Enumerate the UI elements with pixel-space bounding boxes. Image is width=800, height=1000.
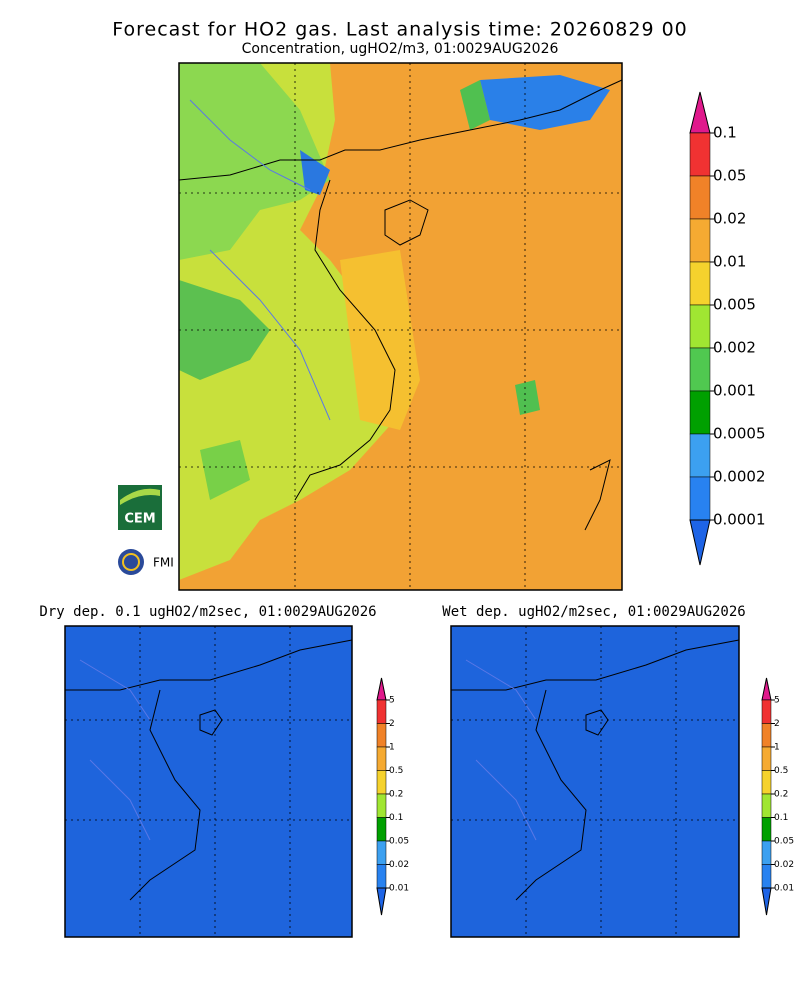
colorbar-label: 0.02	[389, 860, 409, 870]
colorbar-label: 0.01	[389, 884, 409, 894]
colorbar-band	[376, 817, 387, 842]
cem-text: CEM	[124, 512, 155, 527]
colorbar-label: 2	[389, 719, 395, 729]
colorbar-band	[689, 390, 711, 435]
panel-title: Dry dep. 0.1 ugHO2/m2sec, 01:0029AUG2026	[39, 604, 376, 620]
colorbar-label: 0.5	[389, 766, 403, 776]
colorbar-band	[689, 476, 711, 521]
colorbar-label: 0.1	[774, 813, 788, 823]
fmi-text: FMI	[153, 556, 174, 570]
colorbar-label: 0.5	[774, 766, 788, 776]
colorbar-band	[689, 304, 711, 349]
colorbar-band	[761, 770, 772, 795]
colorbar-band	[376, 793, 387, 818]
colorbar-band	[689, 433, 711, 478]
wet-panel: Wet dep. ugHO2/m2sec, 01:0029AUG2026	[442, 604, 746, 938]
colorbar-band	[376, 840, 387, 865]
colorbar-label: 0.01	[774, 884, 794, 894]
dry-panel: Dry dep. 0.1 ugHO2/m2sec, 01:0029AUG2026	[39, 604, 377, 938]
subtitle: Concentration, ugHO2/m3, 01:0029AUG2026	[242, 41, 559, 57]
colorbar-band	[689, 347, 711, 392]
colorbar-band	[761, 793, 772, 818]
colorbar-label: 0.05	[713, 167, 746, 185]
colorbar-cap	[761, 887, 772, 916]
colorbar-label: 0.1	[713, 124, 737, 142]
colorbar-band	[761, 746, 772, 771]
title: Forecast for HO2 gas. Last analysis time…	[112, 19, 688, 41]
colorbar-cap	[376, 887, 387, 916]
colorbar-label: 0.02	[713, 210, 746, 228]
colorbar-band	[761, 723, 772, 748]
colorbar-band	[376, 746, 387, 771]
main-map	[178, 62, 623, 591]
fmi-logo: FMI	[118, 549, 174, 575]
panel-title: Wet dep. ugHO2/m2sec, 01:0029AUG2026	[442, 604, 745, 620]
colorbar-cap	[376, 677, 387, 701]
colorbar-label: 0.01	[713, 253, 746, 271]
cem-logo: CEM	[118, 485, 162, 530]
colorbar-label: 0.02	[774, 860, 794, 870]
colorbar-band	[376, 864, 387, 889]
colorbar-band	[376, 723, 387, 748]
colorbar-band	[689, 261, 711, 306]
colorbar-label: 5	[774, 696, 780, 706]
colorbar-cap	[761, 677, 772, 701]
colorbar-label: 0.001	[713, 382, 756, 400]
colorbar-label: 0.05	[774, 837, 794, 847]
colorbar-cap	[689, 91, 711, 134]
colorbar-label: 0.002	[713, 339, 756, 357]
colorbar-band	[376, 699, 387, 724]
colorbar-band	[761, 864, 772, 889]
colorbar-label: 1	[389, 743, 395, 753]
colorbar-label: 0.005	[713, 296, 756, 314]
colorbar-band	[689, 175, 711, 220]
colorbar-band	[761, 699, 772, 724]
colorbar-band	[376, 770, 387, 795]
colorbar-label: 0.0001	[713, 511, 766, 529]
colorbar-band	[761, 840, 772, 865]
colorbar-label: 0.1	[389, 813, 403, 823]
colorbar-label: 0.05	[389, 837, 409, 847]
colorbar-label: 5	[389, 696, 395, 706]
colorbar-band	[689, 218, 711, 263]
colorbar-band	[761, 817, 772, 842]
colorbar-label: 2	[774, 719, 780, 729]
colorbar-label: 0.2	[389, 790, 403, 800]
colorbar-label: 1	[774, 743, 780, 753]
colorbar-band	[689, 132, 711, 177]
colorbar-label: 0.0002	[713, 468, 766, 486]
colorbar-label: 0.0005	[713, 425, 766, 443]
colorbar-label: 0.2	[774, 790, 788, 800]
colorbar-cap	[689, 519, 711, 566]
